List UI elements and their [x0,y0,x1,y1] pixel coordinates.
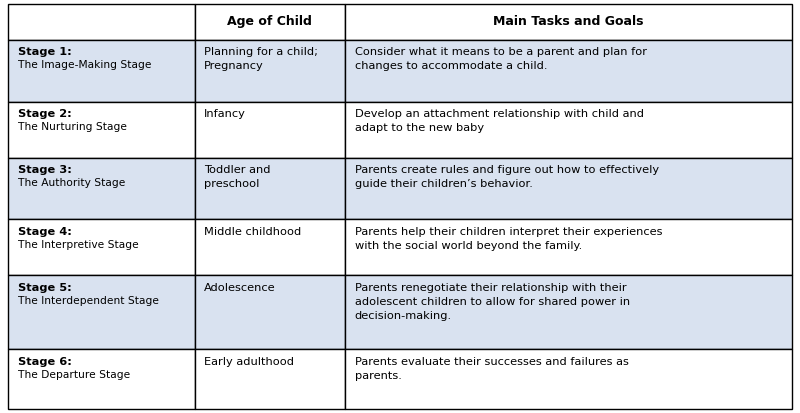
Text: Parents help their children interpret their experiences
with the social world be: Parents help their children interpret th… [354,227,662,251]
Bar [194,219,345,275]
Bar [8,4,194,40]
Bar [194,349,345,409]
Text: Age of Child: Age of Child [227,15,312,28]
Bar [194,4,345,40]
Text: The Departure Stage: The Departure Stage [18,370,130,380]
Text: The Interpretive Stage: The Interpretive Stage [18,240,138,250]
Text: Stage 5:: Stage 5: [18,283,71,293]
Text: Main Tasks and Goals: Main Tasks and Goals [494,15,644,28]
Text: Stage 2:: Stage 2: [18,109,71,119]
Bar [8,102,194,157]
Bar [345,275,792,349]
Text: The Interdependent Stage: The Interdependent Stage [18,296,158,306]
Text: Early adulthood: Early adulthood [204,357,294,367]
Bar [345,102,792,157]
Bar [345,157,792,219]
Text: Stage 3:: Stage 3: [18,165,71,175]
Bar [345,219,792,275]
Bar [194,40,345,102]
Text: Planning for a child;
Pregnancy: Planning for a child; Pregnancy [204,47,318,71]
Text: Develop an attachment relationship with child and
adapt to the new baby: Develop an attachment relationship with … [354,109,644,133]
Bar [8,157,194,219]
Text: Stage 1:: Stage 1: [18,47,71,57]
Bar [194,157,345,219]
Text: The Nurturing Stage: The Nurturing Stage [18,122,126,132]
Text: The Authority Stage: The Authority Stage [18,178,125,188]
Bar [8,349,194,409]
Text: Parents evaluate their successes and failures as
parents.: Parents evaluate their successes and fai… [354,357,629,381]
Bar [8,275,194,349]
Bar [345,40,792,102]
Bar [194,275,345,349]
Bar [345,4,792,40]
Text: Stage 4:: Stage 4: [18,227,71,237]
Text: Adolescence: Adolescence [204,283,276,293]
Bar [8,40,194,102]
Text: The Image-Making Stage: The Image-Making Stage [18,60,151,70]
Text: Infancy: Infancy [204,109,246,119]
Bar [8,219,194,275]
Text: Middle childhood: Middle childhood [204,227,302,237]
Bar [345,349,792,409]
Text: Parents create rules and figure out how to effectively
guide their children’s be: Parents create rules and figure out how … [354,165,659,189]
Text: Stage 6:: Stage 6: [18,357,71,367]
Text: Toddler and
preschool: Toddler and preschool [204,165,270,189]
Text: Parents renegotiate their relationship with their
adolescent children to allow f: Parents renegotiate their relationship w… [354,283,630,321]
Bar [194,102,345,157]
Text: Consider what it means to be a parent and plan for
changes to accommodate a chil: Consider what it means to be a parent an… [354,47,646,71]
